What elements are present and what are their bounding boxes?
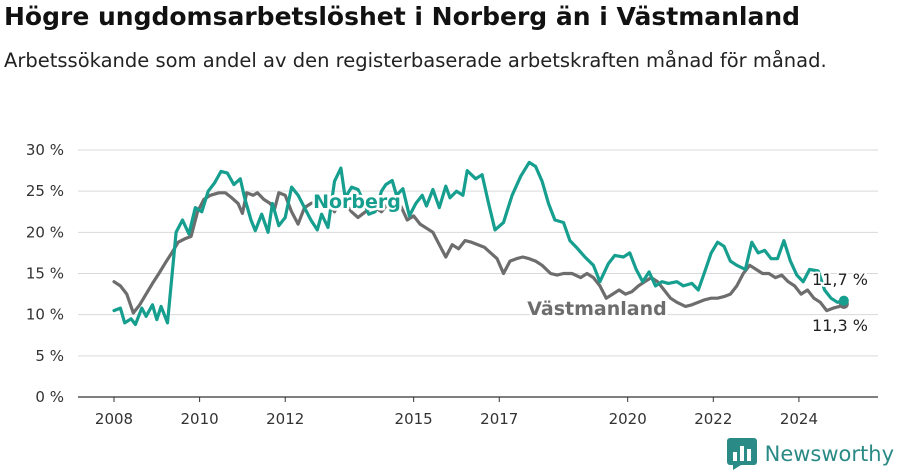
chart-title: Högre ungdomsarbetslöshet i Norberg än i… — [4, 2, 801, 31]
y-axis: 0 % 5 % 10 % 15 % 20 % 25 % 30 % — [26, 141, 64, 406]
y-tick-label: 15 % — [26, 265, 64, 283]
series-label-norberg: Norberg — [313, 191, 401, 213]
x-tick-label: 2017 — [480, 410, 518, 428]
series-labels: NorbergNorbergVästmanlandVästmanland11,7… — [311, 189, 870, 338]
x-axis: 2008 2010 2012 2015 2017 2020 2022 2024 — [95, 397, 818, 428]
y-tick-label: 20 % — [26, 223, 64, 241]
series-lines — [112, 160, 849, 327]
chart-subtitle: Arbetssökande som andel av den registerb… — [4, 49, 827, 72]
end-value-vastmanland: 11,3 % — [812, 316, 868, 335]
series-label-vastmanland: Västmanland — [527, 298, 667, 320]
x-tick-label: 2015 — [395, 410, 433, 428]
x-tick-label: 2012 — [266, 410, 304, 428]
series-line-vastmanland — [112, 191, 846, 315]
end-value-norberg-halo: 11,7 % — [812, 270, 868, 289]
y-tick-label: 0 % — [35, 388, 64, 406]
end-value-vastmanland-halo: 11,3 % — [812, 316, 868, 335]
newsworthy-logo: Newsworthy — [726, 437, 894, 471]
gridlines — [78, 149, 878, 398]
series-end-point — [838, 295, 849, 306]
y-tick-label: 10 % — [26, 306, 64, 324]
y-tick-label: 30 % — [26, 141, 64, 159]
x-tick-label: 2010 — [181, 410, 219, 428]
brand-name: Newsworthy — [764, 442, 894, 466]
series-label-vastmanland-halo: Västmanland — [527, 298, 667, 320]
y-tick-label: 5 % — [35, 347, 64, 365]
x-tick-label: 2022 — [694, 410, 732, 428]
y-tick-label: 25 % — [26, 182, 64, 200]
x-tick-label: 2008 — [95, 410, 133, 428]
newsworthy-bar-icon — [726, 438, 757, 470]
series-line-norberg — [112, 160, 846, 327]
x-tick-label: 2024 — [780, 410, 818, 428]
series-label-norberg-halo: Norberg — [313, 191, 401, 213]
end-value-norberg: 11,7 % — [812, 270, 868, 289]
x-tick-label: 2020 — [609, 410, 647, 428]
